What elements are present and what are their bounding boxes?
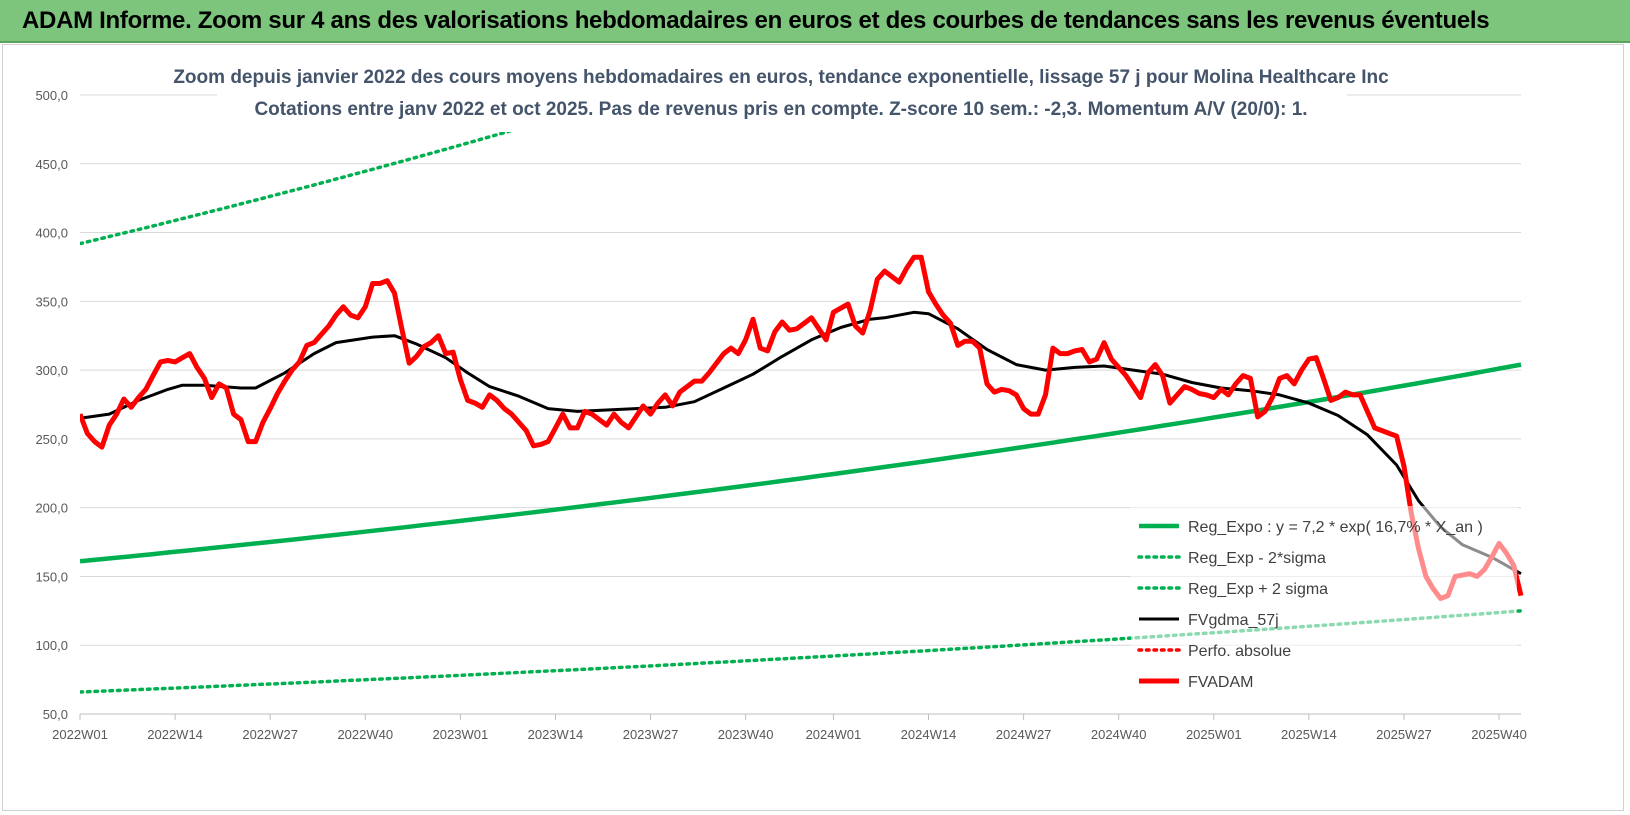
x-tick-label: 2022W40: [337, 727, 393, 742]
chart-title-line-1: Zoom depuis janvier 2022 des cours moyen…: [173, 67, 1389, 88]
x-tick-label: 2023W27: [623, 727, 679, 742]
legend-label: Perfo. absolue: [1188, 643, 1291, 660]
series-line-0: [80, 362, 1522, 564]
y-axis-ticks: 50,0 100,0 150,0 200,0 250,0 300,0 350,0 400,0 4…: [35, 88, 68, 722]
legend-label: FVADAM: [1188, 674, 1253, 691]
legend-background: [1131, 506, 1517, 700]
x-tick-label: 2022W27: [242, 727, 298, 742]
title-background: [217, 60, 1347, 132]
x-tick-label: 2024W40: [1091, 727, 1147, 742]
y-tick-label: 400,0: [35, 226, 68, 241]
chart-area: 50,0 100,0 150,0 200,0 250,0 300,0 350,0 400,0 4…: [2, 44, 1624, 811]
x-tick-label: 2023W01: [433, 727, 489, 742]
y-tick-label: 50,0: [43, 707, 68, 722]
x-tick-label: 2025W40: [1471, 727, 1527, 742]
report-title: ADAM Informe. Zoom sur 4 ans des valoris…: [22, 7, 1490, 34]
x-tick-label: 2023W14: [528, 727, 584, 742]
legend-label: FVgdma_57j: [1188, 612, 1279, 629]
x-tick-label: 2022W01: [52, 727, 108, 742]
legend-label: Reg_Exp - 2*sigma: [1188, 550, 1326, 567]
y-tick-label: 100,0: [35, 638, 68, 653]
y-tick-label: 250,0: [35, 432, 68, 447]
y-tick-label: 500,0: [35, 88, 68, 103]
x-tick-label: 2025W27: [1376, 727, 1432, 742]
x-tick-label: 2025W01: [1186, 727, 1242, 742]
x-tick-label: 2024W27: [996, 727, 1052, 742]
y-tick-label: 350,0: [35, 294, 68, 309]
x-tick-label: 2022W14: [147, 727, 203, 742]
x-tick-label: 2024W14: [901, 727, 957, 742]
series-line-5: [80, 254, 1524, 601]
x-axis-ticks: 2022W01 2022W14 2022W27 2022W40 2023W01 2023W…: [52, 714, 1527, 742]
x-tick-label: 2024W01: [806, 727, 862, 742]
y-tick-label: 150,0: [35, 569, 68, 584]
series-line-2: [80, 93, 645, 246]
y-tick-label: 300,0: [35, 363, 68, 378]
y-tick-label: 450,0: [35, 157, 68, 172]
legend-label: Reg_Expo : y = 7,2 * exp( 16,7% * X_an ): [1188, 519, 1483, 536]
trend-chart: 50,0 100,0 150,0 200,0 250,0 300,0 350,0 400,0 4…: [35, 60, 1527, 742]
y-tick-label: 200,0: [35, 501, 68, 516]
legend-label: Reg_Exp + 2 sigma: [1188, 581, 1328, 598]
x-tick-label: 2025W14: [1281, 727, 1337, 742]
legend: Reg_Expo : y = 7,2 * exp( 16,7% * X_an )…: [1131, 506, 1517, 700]
report-banner: ADAM Informe. Zoom sur 4 ans des valoris…: [0, 0, 1630, 43]
chart-title-line-2: Cotations entre janv 2022 et oct 2025. P…: [254, 99, 1307, 120]
series-line-3: [80, 310, 1522, 576]
x-tick-label: 2023W40: [718, 727, 774, 742]
